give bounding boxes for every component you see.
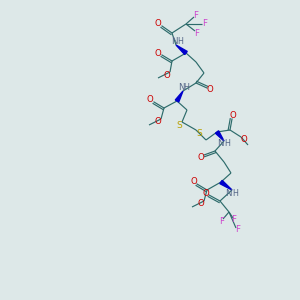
Text: H: H: [177, 37, 183, 46]
Text: H: H: [183, 82, 189, 91]
Text: N: N: [178, 83, 184, 92]
Text: F: F: [232, 215, 236, 224]
Polygon shape: [176, 45, 187, 55]
Text: O: O: [202, 188, 209, 197]
Polygon shape: [175, 91, 183, 102]
Text: O: O: [154, 49, 161, 58]
Text: H: H: [232, 188, 238, 197]
Text: O: O: [230, 112, 236, 121]
Text: H: H: [224, 140, 230, 148]
Text: F: F: [194, 28, 200, 38]
Text: F: F: [202, 20, 208, 28]
Text: O: O: [164, 70, 170, 80]
Text: O: O: [198, 152, 204, 161]
Text: F: F: [236, 226, 241, 235]
Text: S: S: [196, 128, 202, 137]
Text: O: O: [154, 20, 161, 28]
Text: N: N: [217, 140, 223, 148]
Text: F: F: [220, 217, 224, 226]
Text: S: S: [176, 121, 182, 130]
Text: O: O: [207, 85, 213, 94]
Text: O: O: [241, 136, 248, 145]
Text: O: O: [154, 118, 161, 127]
Text: N: N: [171, 38, 177, 46]
Text: N: N: [225, 188, 231, 197]
Polygon shape: [220, 180, 232, 190]
Text: O: O: [190, 178, 197, 187]
Text: O: O: [147, 95, 153, 104]
Text: O: O: [198, 200, 204, 208]
Polygon shape: [215, 131, 224, 141]
Text: F: F: [194, 11, 199, 20]
